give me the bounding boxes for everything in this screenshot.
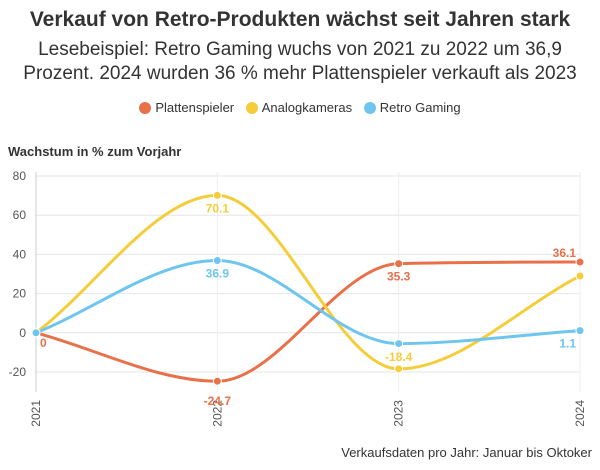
data-label-plattenspieler: 35.3 bbox=[387, 270, 411, 284]
data-label-plattenspieler: -24.7 bbox=[204, 394, 232, 408]
chart-subtitle: Lesebeispiel: Retro Gaming wuchs von 202… bbox=[0, 38, 600, 86]
series-line-analogkameras bbox=[35, 193, 581, 371]
data-label-retro-gaming: 36.9 bbox=[206, 266, 230, 280]
legend-label-analogkameras: Analogkameras bbox=[261, 100, 353, 115]
y-tick-label: 40 bbox=[13, 247, 27, 261]
legend: Plattenspieler Analogkameras Retro Gamin… bbox=[0, 100, 600, 115]
data-label-plattenspieler: 0 bbox=[40, 336, 47, 350]
data-point-analogkameras bbox=[575, 271, 585, 281]
data-point-plattenspieler bbox=[212, 376, 222, 386]
data-point-retro-gaming bbox=[575, 326, 585, 336]
y-tick-label: 60 bbox=[13, 208, 27, 222]
y-tick-label: -20 bbox=[9, 365, 27, 379]
y-tick-label: 20 bbox=[13, 287, 27, 301]
y-axis-label: Wachstum in % zum Vorjahr bbox=[8, 144, 182, 159]
data-point-analogkameras bbox=[394, 364, 404, 374]
subtitle-line-1: Lesebeispiel: Retro Gaming wuchs von 202… bbox=[38, 39, 562, 60]
legend-item-analogkameras[interactable]: Analogkameras bbox=[245, 100, 353, 115]
y-tick-label: 0 bbox=[19, 326, 26, 340]
data-point-retro-gaming bbox=[212, 255, 222, 265]
data-point-plattenspieler bbox=[394, 259, 404, 269]
x-tick-label: 2024 bbox=[573, 400, 587, 427]
y-tick-label: 80 bbox=[13, 169, 27, 183]
legend-item-retro-gaming[interactable]: Retro Gaming bbox=[363, 100, 461, 115]
x-tick-label: 2022 bbox=[210, 400, 224, 427]
data-label-analogkameras: -18.4 bbox=[385, 350, 413, 364]
data-point-retro-gaming bbox=[394, 339, 404, 349]
x-tick-label: 2023 bbox=[392, 400, 406, 427]
data-point-retro-gaming bbox=[31, 328, 41, 338]
data-point-plattenspieler bbox=[575, 257, 585, 267]
source-note: Verkaufsdaten pro Jahr: Januar bis Oktok… bbox=[341, 445, 592, 460]
legend-marker-plattenspieler bbox=[139, 102, 152, 114]
subtitle-line-2: Prozent. 2024 wurden 36 % mehr Plattensp… bbox=[23, 63, 577, 84]
legend-label-plattenspieler: Plattenspieler bbox=[155, 100, 235, 115]
legend-label-retro-gaming: Retro Gaming bbox=[379, 100, 461, 115]
legend-item-plattenspieler[interactable]: Plattenspieler bbox=[139, 100, 234, 115]
data-point-analogkameras bbox=[212, 190, 222, 200]
data-label-plattenspieler: 36.1 bbox=[553, 246, 577, 260]
data-label-analogkameras: 70.1 bbox=[206, 201, 230, 215]
legend-marker-analogkameras bbox=[245, 102, 258, 114]
series-line-plattenspieler bbox=[35, 260, 581, 383]
legend-marker-retro-gaming bbox=[363, 102, 376, 114]
chart-title: Verkauf von Retro-Produkten wächst seit … bbox=[29, 8, 571, 31]
x-tick-label: 2021 bbox=[29, 400, 43, 427]
data-label-retro-gaming: 1.1 bbox=[559, 337, 576, 351]
series-line-retro-gaming bbox=[35, 258, 581, 346]
